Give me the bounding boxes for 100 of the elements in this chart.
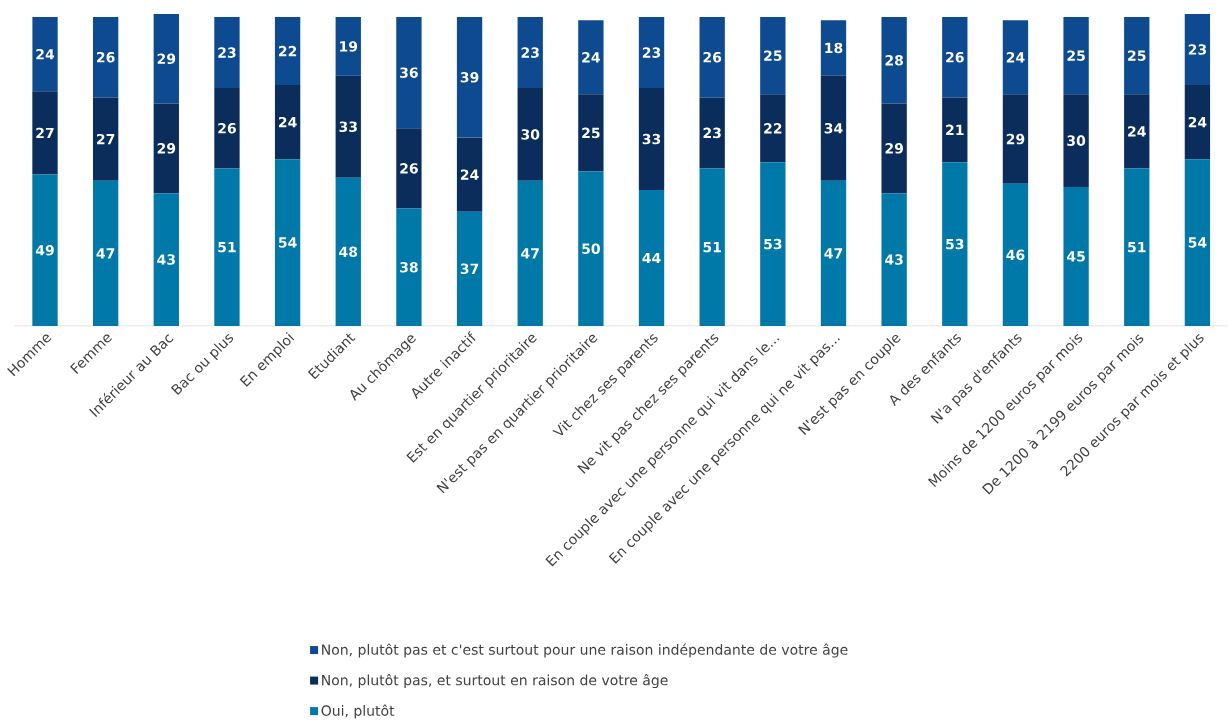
bar — [517, 88, 543, 181]
data-label: 21 — [946, 124, 964, 135]
bar — [760, 17, 786, 95]
data-label: 34 — [824, 122, 843, 134]
bar — [517, 17, 543, 89]
bar — [396, 128, 422, 209]
data-label: 27 — [97, 133, 115, 145]
bar — [1124, 17, 1150, 95]
bar — [456, 211, 483, 326]
bar — [699, 168, 725, 326]
data-label: 23 — [642, 47, 661, 58]
data-label: 23 — [1188, 44, 1207, 55]
bar — [274, 159, 301, 326]
bar — [214, 88, 240, 169]
bar — [820, 20, 847, 76]
bar — [638, 190, 665, 326]
bar — [942, 97, 968, 163]
data-label: 27 — [36, 127, 54, 139]
bar — [92, 180, 119, 326]
bar — [1124, 168, 1150, 326]
bar — [699, 97, 725, 169]
bar — [638, 88, 665, 191]
data-label: 25 — [1067, 50, 1085, 61]
data-label: 29 — [885, 143, 903, 154]
data-label: 54 — [278, 237, 297, 248]
bar — [881, 193, 907, 326]
data-label: 24 — [460, 169, 479, 180]
data-label: 24 — [278, 116, 297, 128]
data-label: 26 — [703, 51, 722, 63]
data-label: 43 — [885, 254, 903, 265]
bar — [335, 177, 361, 326]
data-label: 47 — [96, 248, 115, 259]
data-label: 29 — [1006, 133, 1025, 145]
bar — [1002, 94, 1029, 184]
bar — [638, 17, 665, 89]
data-label: 30 — [521, 129, 540, 140]
bar — [335, 75, 361, 178]
bar — [92, 97, 119, 181]
data-label: 44 — [642, 252, 661, 264]
data-label: 24 — [36, 48, 55, 60]
data-label: 53 — [764, 238, 782, 250]
data-label: 37 — [460, 263, 479, 275]
legend-label: Non, plutôt pas et c'est surtout pour une raison indépendante de votre âge — [322, 643, 848, 658]
bar — [153, 193, 179, 326]
data-label: 19 — [340, 41, 358, 52]
data-label: 23 — [218, 47, 236, 58]
bar — [1063, 17, 1089, 95]
bar — [456, 137, 483, 212]
data-label: 22 — [278, 45, 297, 57]
data-label: 51 — [703, 241, 721, 253]
data-label: 26 — [218, 122, 236, 134]
bar — [517, 180, 543, 326]
data-label: 33 — [642, 133, 661, 145]
bar — [214, 168, 240, 326]
bar — [1002, 183, 1029, 326]
bar — [1063, 186, 1089, 326]
bar — [153, 103, 179, 194]
bar — [456, 17, 483, 138]
data-label: 49 — [35, 244, 54, 256]
bar — [820, 75, 847, 181]
bar — [214, 17, 240, 89]
data-label: 29 — [157, 143, 176, 154]
bar — [396, 17, 422, 129]
data-label: 25 — [1128, 50, 1146, 61]
bar — [820, 180, 847, 326]
bar — [760, 94, 786, 163]
bar — [274, 85, 301, 160]
bar — [578, 20, 604, 95]
bar — [1063, 94, 1089, 187]
bar — [1002, 20, 1029, 95]
bar — [32, 174, 58, 326]
data-label: 24 — [1006, 52, 1025, 63]
data-label: 24 — [582, 52, 600, 63]
data-label: 50 — [582, 243, 600, 254]
data-label: 43 — [157, 254, 175, 265]
data-label: 24 — [1188, 116, 1207, 128]
bar — [153, 13, 179, 104]
data-label: 54 — [1188, 237, 1207, 248]
bar — [578, 94, 604, 172]
bar — [32, 17, 58, 92]
legend-label: Oui, plutôt — [321, 704, 395, 719]
bar — [1184, 13, 1211, 86]
bar — [699, 17, 725, 98]
data-label: 47 — [521, 248, 539, 259]
bar — [942, 162, 968, 326]
bar — [1184, 159, 1211, 326]
data-label: 47 — [824, 248, 843, 259]
data-label: 18 — [825, 42, 843, 54]
data-label: 26 — [946, 51, 964, 63]
data-label: 36 — [400, 67, 418, 78]
bar — [335, 17, 361, 76]
data-label: 25 — [582, 127, 600, 139]
bar — [32, 91, 58, 175]
data-label: 46 — [1006, 249, 1025, 261]
bar — [274, 17, 301, 86]
data-label: 48 — [339, 246, 358, 258]
data-label: 51 — [1128, 241, 1146, 253]
bar — [396, 208, 422, 326]
bar — [1184, 85, 1211, 160]
data-label: 33 — [339, 121, 357, 132]
